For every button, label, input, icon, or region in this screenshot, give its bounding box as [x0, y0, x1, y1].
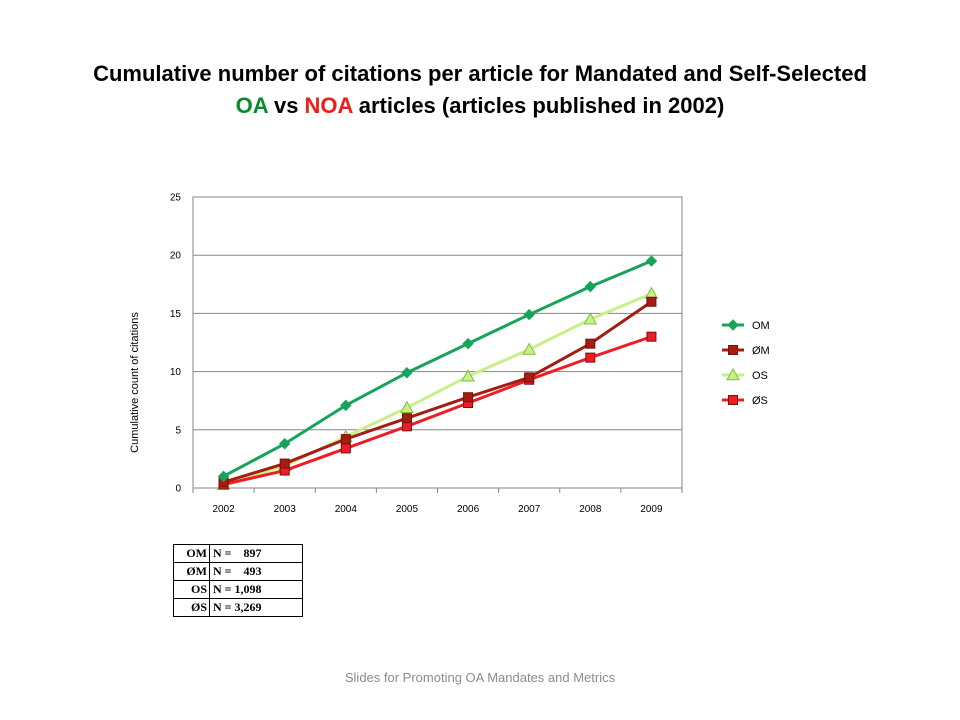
title-oa: OA: [235, 93, 268, 118]
title-vs: vs: [267, 93, 305, 118]
data-point-om: [401, 367, 413, 379]
title-line2: articles (articles published in 2002): [352, 93, 725, 118]
table-row: OM N = 897: [173, 544, 303, 563]
table-row: OS N = 1,098: [173, 580, 303, 599]
group-cell: OM: [173, 544, 210, 563]
x-tick-label: 2003: [274, 504, 297, 515]
data-point-om: [645, 255, 658, 267]
legend-label-om: OM: [752, 320, 770, 332]
data-point-os: [522, 342, 537, 355]
title-line1: Cumulative number of citations per artic…: [93, 61, 867, 86]
table-row: ØM N = 493: [173, 562, 303, 581]
y-tick-label: 10: [170, 367, 182, 378]
legend-label-nos: ØS: [752, 395, 768, 407]
x-tick-label: 2009: [640, 504, 663, 515]
data-point-nom: [340, 434, 351, 445]
legend-marker-nos: [728, 395, 738, 405]
table-row: ØS N = 3,269: [173, 598, 303, 617]
group-cell: ØS: [173, 598, 210, 617]
x-tick-label: 2004: [335, 504, 358, 515]
data-point-om: [584, 280, 597, 293]
y-tick-label: 0: [175, 484, 181, 495]
legend-marker-os: [726, 367, 740, 381]
slide-title: Cumulative number of citations per artic…: [40, 58, 920, 122]
count-cell: N = 1,098: [209, 580, 303, 599]
data-point-nom: [646, 296, 657, 307]
data-point-nom: [279, 458, 290, 469]
slide-footer: Slides for Promoting OA Mandates and Met…: [344, 670, 616, 685]
y-tick-label: 5: [175, 425, 181, 436]
data-point-om: [462, 337, 474, 350]
data-point-nom: [401, 413, 412, 424]
data-point-os: [461, 369, 475, 382]
data-point-om: [523, 308, 535, 321]
data-point-om: [340, 399, 352, 412]
data-point-os: [583, 312, 598, 325]
data-point-nom: [585, 338, 596, 349]
x-tick-label: 2002: [212, 504, 235, 515]
x-tick-label: 2007: [518, 504, 541, 515]
count-cell: N = 493: [209, 562, 303, 581]
series-line-nos: [223, 335, 652, 486]
group-cell: ØM: [173, 562, 210, 581]
counts-table: OM N = 897 ØM N = 493 OS N = 1,098 ØS N …: [173, 544, 303, 617]
data-point-nos: [585, 352, 596, 363]
data-point-om: [278, 438, 291, 450]
group-cell: OS: [173, 580, 210, 599]
data-point-os: [400, 400, 414, 413]
data-point-nos: [340, 443, 351, 454]
x-tick-label: 2005: [396, 504, 419, 515]
data-point-nos: [646, 331, 657, 342]
data-point-nom: [524, 372, 535, 383]
legend-label-nom: ØM: [752, 345, 770, 357]
series-line-om: [222, 259, 653, 478]
series-line-nom: [223, 300, 653, 484]
y-tick-label: 25: [170, 193, 182, 204]
count-cell: N = 897: [209, 544, 303, 563]
y-axis-title: Cumulative count of citations: [129, 312, 141, 453]
data-point-om: [217, 470, 230, 483]
legend-label-os: OS: [752, 370, 768, 382]
y-tick-label: 15: [170, 309, 182, 320]
legend-marker-om: [727, 319, 739, 331]
title-noa: NOA: [304, 93, 353, 118]
x-tick-label: 2006: [457, 504, 480, 515]
plot-area-border: [192, 196, 683, 489]
count-cell: N = 3,269: [209, 598, 303, 617]
legend-marker-nom: [728, 345, 738, 355]
data-point-nom: [463, 392, 474, 403]
y-tick-label: 20: [170, 251, 182, 262]
x-tick-label: 2008: [579, 504, 602, 515]
